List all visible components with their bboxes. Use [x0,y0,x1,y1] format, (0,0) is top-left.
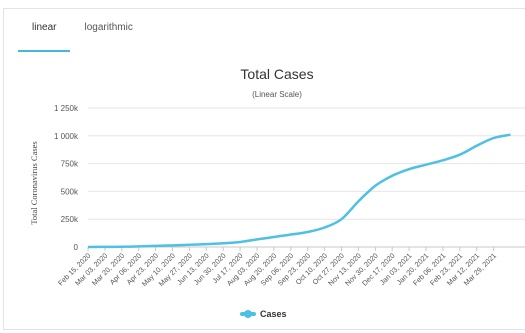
y-tick-label: 500k [61,187,79,196]
y-tick-label: 1 250k [54,104,79,113]
y-tick-label: 250k [61,215,79,224]
series-cases [87,133,511,249]
legend-label: Cases [260,309,287,319]
y-axis-title: Total Coronavirus Cases [29,141,39,224]
grid-lines [88,107,525,248]
legend-item-cases[interactable]: Cases [240,309,287,319]
scale-tabs: linear logarithmic [18,12,147,52]
chart-card [3,8,525,330]
tab-logarithmic[interactable]: logarithmic [84,22,133,33]
y-tick-label: 1 000k [54,132,79,141]
chart-subtitle: (Linear Scale) [252,90,302,99]
legend-swatch-icon [240,310,256,318]
series-line-cases[interactable] [87,133,511,249]
chart-title: Total Cases [240,66,313,82]
y-tick-label: 0 [74,243,79,252]
tab-linear[interactable]: linear [18,12,71,52]
y-axis-ticks: 0 250k 500k 750k 1 000k 1 250k [54,104,79,252]
y-tick-label: 750k [61,160,79,169]
